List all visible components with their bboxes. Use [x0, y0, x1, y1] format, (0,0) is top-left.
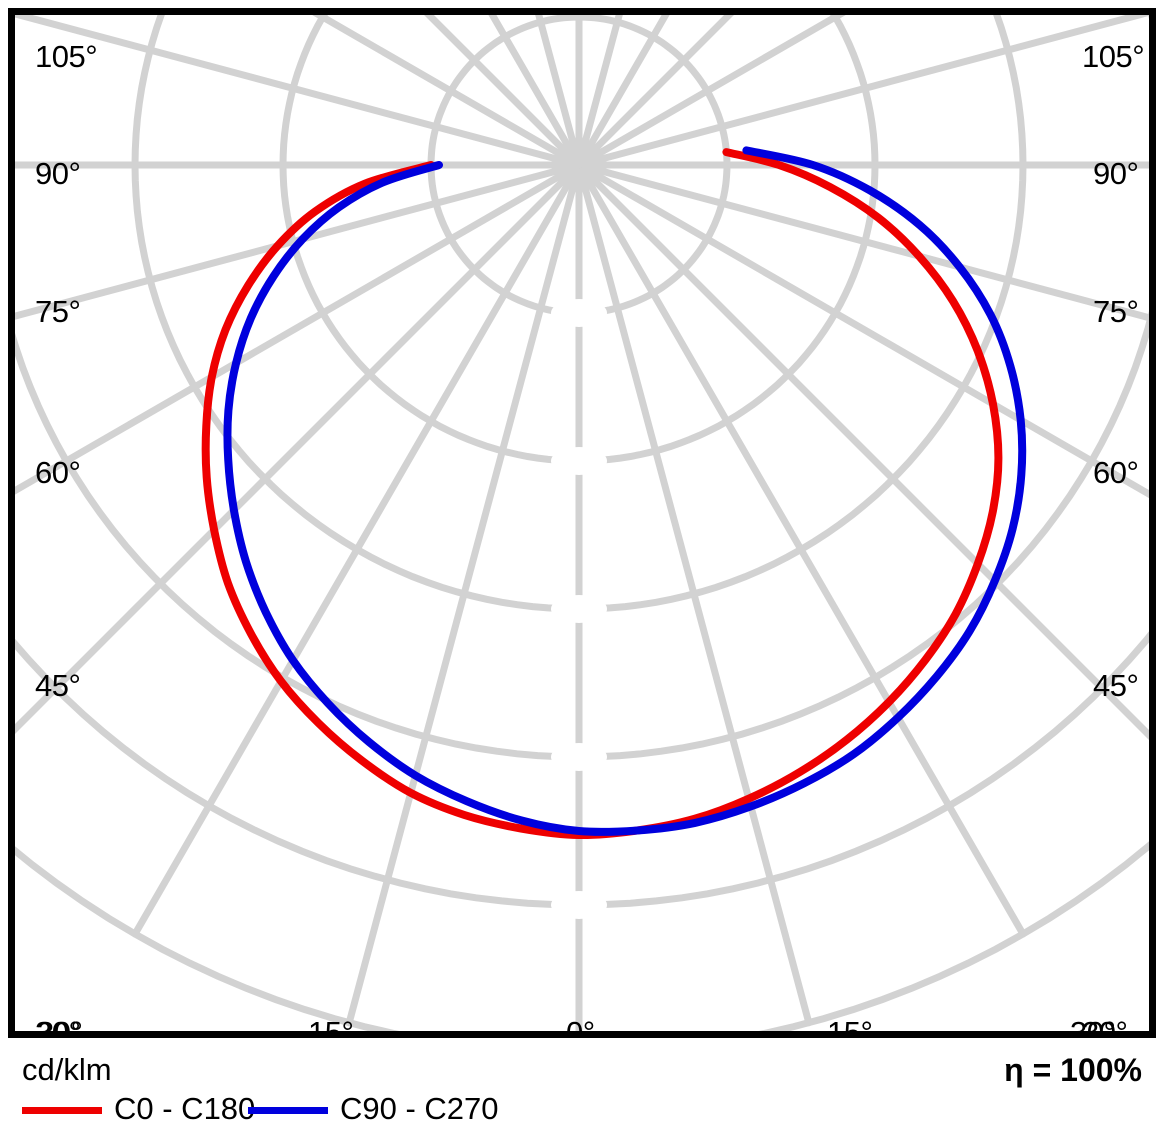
- unit-label: cd/klm: [22, 1052, 112, 1087]
- angle-label-right-5: 30°: [1082, 1015, 1128, 1038]
- angle-label-bottom-1: 15°: [308, 1015, 354, 1038]
- angle-label-left-5: 30°: [35, 1015, 81, 1038]
- angle-label-bottom-0: 30°: [37, 1015, 83, 1038]
- angle-label-left-2: 75°: [35, 294, 81, 329]
- angle-label-left-0: 105°: [35, 39, 98, 74]
- angle-label-bottom-4: 30°: [1070, 1015, 1116, 1038]
- angle-label-right-4: 45°: [1093, 668, 1139, 703]
- distribution-curves: [201, 146, 1027, 840]
- angle-label-left-1: 90°: [35, 156, 81, 191]
- polar-grid: [15, 15, 1149, 1031]
- plot-frame: 105° 90° 75° 60° 45° 30° 105° 90° 75° 60° 45° 30° 30…: [8, 8, 1156, 1038]
- angle-label-right-2: 75°: [1093, 294, 1139, 329]
- angle-label-right-3: 60°: [1093, 455, 1139, 490]
- angle-label-bottom-3: 15°: [827, 1015, 873, 1038]
- efficiency-label: η = 100%: [1004, 1052, 1142, 1088]
- angle-label-bottom-2: 0°: [566, 1015, 595, 1038]
- angle-label-left-4: 45°: [35, 668, 81, 703]
- angle-label-right-0: 105°: [1082, 39, 1145, 74]
- curve-c90-c270: [223, 146, 1027, 836]
- polar-grid-and-curves: [15, 15, 1149, 1031]
- angle-label-left-3: 60°: [35, 455, 81, 490]
- legend-swatch-c0-c180: [22, 1107, 102, 1114]
- legend-swatch-c90-c270: [248, 1107, 328, 1114]
- legend-label-c0-c180: C0 - C180: [114, 1091, 256, 1126]
- angle-label-right-1: 90°: [1093, 156, 1139, 191]
- legend-label-c90-c270: C90 - C270: [340, 1091, 499, 1126]
